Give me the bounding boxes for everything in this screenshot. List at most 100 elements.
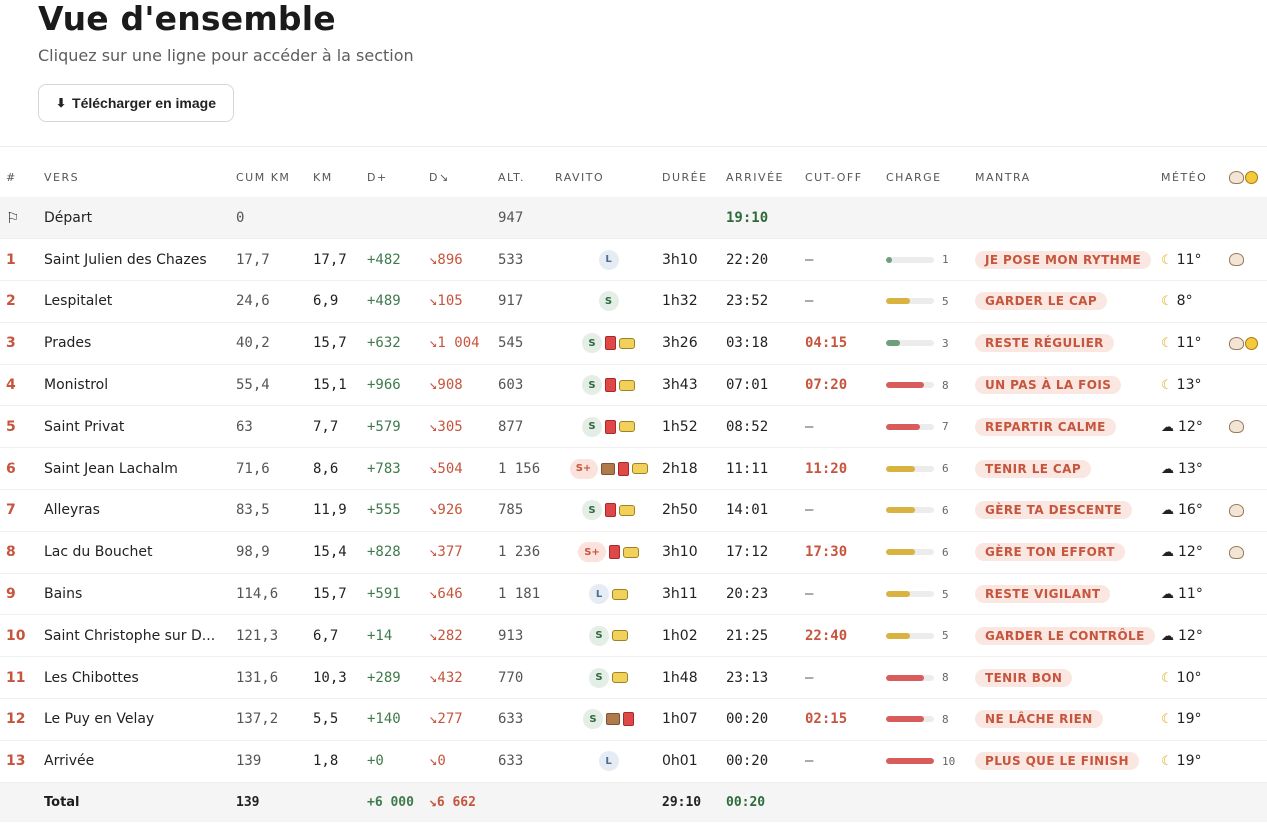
ravito-icons: S [598, 291, 619, 312]
table-row-depart[interactable]: ⚐ Départ 0 947 19:10 [0, 197, 1267, 239]
row-arrivee: 19:10 [726, 197, 805, 239]
ravito-icons: S [582, 333, 635, 354]
row-meteo: ☾ 8° [1161, 280, 1229, 323]
row-dminus: ↘105 [429, 280, 498, 323]
row-dplus: +489 [367, 280, 429, 323]
table-row[interactable]: 10 Saint Christophe sur D... 121,3 6,7 +14 ↘2… [0, 614, 1267, 657]
row-dplus: +140 [367, 698, 429, 741]
row-mantra: TENIR BON [975, 656, 1161, 699]
row-number: 11 [0, 656, 44, 699]
table-row[interactable]: 4 Monistrol 55,4 15,1 +966 ↘908 603 S 3h43 07:01 0… [0, 363, 1267, 406]
row-alt: 545 [498, 321, 555, 365]
table-row[interactable]: 11 Les Chibottes 131,6 10,3 +289 ↘432 770 S 1h48… [0, 656, 1267, 699]
ravito-icons: S [582, 375, 635, 396]
row-meteo: ☾ 11° [1161, 321, 1229, 365]
charge-value: 5 [942, 629, 949, 643]
row-mantra: REPARTIR CALME [975, 405, 1161, 448]
row-mantra: RESTE VIGILANT [975, 572, 1161, 615]
charge-meter: 1 [886, 253, 975, 266]
row-km: 8,6 [313, 447, 367, 490]
row-charge: 1 [886, 238, 975, 281]
table-row[interactable]: 1 Saint Julien des Chazes 17,7 17,7 +482 ↘896… [0, 238, 1267, 281]
row-ravito: S [555, 698, 662, 741]
charge-bar [886, 632, 934, 639]
charge-meter: 3 [886, 337, 975, 350]
charge-meter: 8 [886, 671, 975, 684]
download-image-button[interactable]: ⬇ Télécharger en image [38, 84, 234, 122]
row-charge: 6 [886, 447, 975, 490]
charge-bar-fill [886, 632, 910, 639]
bus-icon [612, 630, 628, 642]
row-cutoff: — [805, 405, 886, 448]
row-cumkm: 98,9 [236, 530, 313, 574]
row-alt: 1 156 [498, 447, 555, 490]
download-icon: ⬇ [55, 96, 67, 110]
mantra-badge: PLUS QUE LE FINISH [975, 752, 1139, 771]
row-dplus: +591 [367, 572, 429, 615]
row-cumkm: 137,2 [236, 698, 313, 741]
row-status [1229, 363, 1267, 406]
charge-value: 8 [942, 671, 949, 685]
col-header-status [1229, 157, 1267, 197]
row-name: Saint Privat [44, 405, 236, 448]
ravito-solid-badge: S [582, 416, 602, 437]
table-row[interactable]: 5 Saint Privat 63 7,7 +579 ↘305 877 S 1h52 08:52—… [0, 405, 1267, 448]
table-row[interactable]: 6 Saint Jean Lachalm 71,6 8,6 +783 ↘504 1 156 S… [0, 447, 1267, 490]
row-duree: 3h43 [662, 363, 726, 406]
ravito-icons: S+ [569, 458, 648, 479]
col-header-cumkm: CUM KM [236, 170, 291, 184]
row-km: 17,7 [313, 238, 367, 281]
row-arrivee: 00:20 [726, 739, 805, 783]
row-alt: 913 [498, 614, 555, 657]
total-dplus: +6 000 [367, 781, 429, 823]
drink-icon [609, 545, 620, 560]
charge-value: 8 [942, 712, 949, 726]
row-duree: 3h26 [662, 321, 726, 365]
ravito-solid-badge: S [583, 709, 603, 730]
row-dplus: +828 [367, 530, 429, 574]
row-name: Alleyras [44, 489, 236, 532]
table-row[interactable]: 9 Bains 114,6 15,7 +591 ↘646 1 181 L 3h11 20:23— 5… [0, 572, 1267, 615]
bus-icon [619, 337, 635, 349]
moon-icon: ☾ [1161, 670, 1173, 686]
row-cutoff: — [805, 280, 886, 323]
row-dminus: ↘377 [429, 530, 498, 574]
row-arrivee: 17:12 [726, 530, 805, 574]
row-cumkm: 24,6 [236, 280, 313, 323]
cloud-icon: ☁ [1161, 545, 1174, 561]
table-row[interactable]: 7 Alleyras 83,5 11,9 +555 ↘926 785 S 2h50 14:01— 6… [0, 489, 1267, 532]
row-charge: 8 [886, 363, 975, 406]
table-row[interactable]: 3 Prades 40,2 15,7 +632 ↘1 004 545 S 3h26 03:18 04… [0, 321, 1267, 365]
mantra-badge: GÈRE TA DESCENTE [975, 501, 1133, 520]
col-header-dminus: D↘ [429, 170, 450, 184]
row-cumkm: 0 [236, 197, 313, 239]
total-arrivee: 00:20 [726, 781, 805, 823]
bus-icon [619, 421, 635, 433]
row-duree: 3h11 [662, 572, 726, 615]
row-charge: 5 [886, 280, 975, 323]
charge-bar-fill [886, 674, 925, 681]
charge-bar [886, 549, 934, 556]
table-row[interactable]: 12 Le Puy en Velay 137,2 5,5 +140 ↘277 633 S 1h0… [0, 698, 1267, 741]
charge-bar-fill [886, 256, 892, 263]
row-dminus: ↘0 [429, 739, 498, 783]
charge-value: 7 [942, 420, 949, 434]
table-row[interactable]: 13 Arrivée 139 1,8 +0 ↘0 633 L 0h01 00:20— 10 PLUS … [0, 739, 1267, 783]
charge-bar-fill [886, 423, 920, 430]
row-charge: 10 [886, 739, 975, 783]
mantra-badge: REPARTIR CALME [975, 417, 1116, 436]
row-mantra: GÈRE TA DESCENTE [975, 489, 1161, 532]
row-charge: 5 [886, 572, 975, 615]
col-header-charge: CHARGE [886, 170, 942, 184]
table-row[interactable]: 8 Lac du Bouchet 98,9 15,4 +828 ↘377 1 236 S+ 3h… [0, 530, 1267, 574]
row-meteo: ☁ 13° [1161, 447, 1229, 490]
row-number: 5 [0, 405, 44, 448]
row-name: Arrivée [44, 739, 236, 783]
row-status [1229, 238, 1267, 281]
table-row[interactable]: 2 Lespitalet 24,6 6,9 +489 ↘105 917 S 1h32 23:52—… [0, 280, 1267, 323]
row-name: Saint Jean Lachalm [44, 447, 236, 490]
row-number: 9 [0, 572, 44, 615]
row-alt: 877 [498, 405, 555, 448]
row-ravito: L [555, 739, 662, 783]
row-km: 10,3 [313, 656, 367, 699]
